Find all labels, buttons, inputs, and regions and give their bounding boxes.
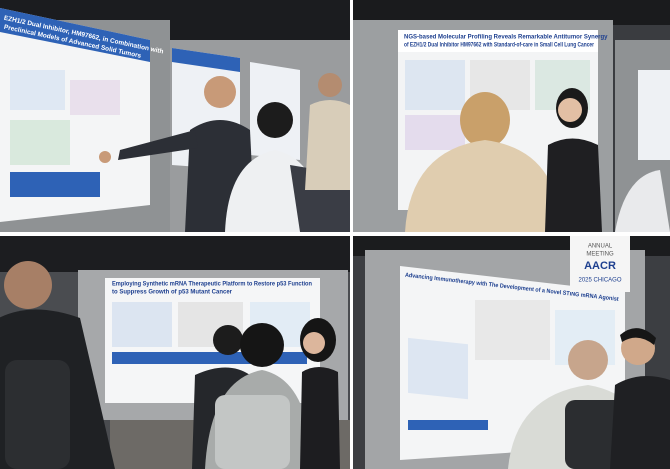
banner-text: ANNUAL (588, 244, 613, 250)
scene-shape (610, 376, 670, 469)
scene-shape (568, 340, 608, 380)
scene-shape (4, 261, 52, 309)
photo: NGS-based Molecular Profiling Reveals Re… (353, 0, 670, 232)
scene-shape (460, 92, 510, 148)
scene-shape (638, 70, 670, 160)
scene-shape (305, 100, 350, 190)
scene-shape (70, 80, 120, 115)
photo: Advancing Immunotherapy with The Develop… (353, 236, 670, 469)
scene-shape (570, 236, 630, 292)
scene-shape (475, 300, 550, 360)
scene-shape (112, 302, 172, 347)
scene-shape (215, 395, 290, 469)
banner-text: 2025 CHICAGO (578, 278, 621, 284)
scene-shape (318, 73, 342, 97)
photo: Employing Synthetic mRNA Therapeutic Pla… (0, 236, 350, 469)
scene-shape (405, 140, 560, 232)
scene-shape (99, 151, 111, 163)
scene-shape (240, 323, 284, 367)
scene-shape (408, 337, 468, 400)
scene-shape (204, 76, 236, 108)
scene-shape (10, 172, 100, 197)
scene-shape (10, 70, 65, 110)
scene-shape (558, 98, 582, 122)
scene-shape (405, 60, 465, 110)
scene-shape (300, 367, 340, 469)
poster-title: NGS-based Molecular Profiling Reveals Re… (404, 35, 608, 41)
scene-shape (545, 138, 602, 232)
poster-title: of EZH1/2 Dual Inhibitor HM97662 with St… (404, 43, 595, 49)
photo: EZH1/2 Dual Inhibitor, HM97662, in Combi… (0, 0, 350, 232)
scene-shape (303, 332, 325, 354)
poster-title: to Suppress Growth of p53 Mutant Cancer (112, 290, 233, 296)
banner-text: MEETING (586, 252, 614, 258)
scene-shape (398, 30, 598, 52)
scene-shape (257, 102, 293, 138)
scene-shape (118, 130, 198, 160)
scene-shape (408, 420, 488, 430)
scene-shape (565, 400, 625, 469)
scene-shape (615, 170, 670, 232)
scene-shape (0, 236, 350, 272)
scene-shape (172, 48, 240, 72)
scene-shape (620, 328, 656, 345)
banner-text: AACR (584, 260, 616, 272)
scene-shape (10, 120, 70, 165)
scene-shape (405, 115, 465, 150)
poster-title: Employing Synthetic mRNA Therapeutic Pla… (112, 282, 312, 288)
scene-shape (0, 8, 150, 62)
scene-shape (5, 360, 70, 469)
scene-shape (213, 325, 243, 355)
